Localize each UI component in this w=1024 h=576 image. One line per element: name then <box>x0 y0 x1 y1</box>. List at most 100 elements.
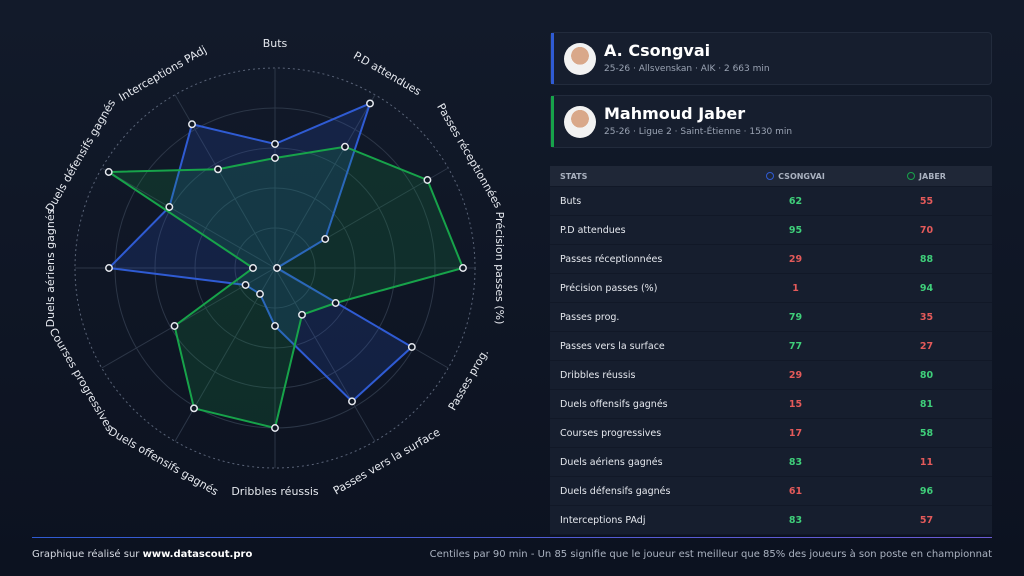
header-cell: JABER <box>919 171 946 181</box>
table-row: Passes vers la surface 77 27 <box>550 332 992 361</box>
stat-value: 94 <box>919 282 934 294</box>
stat-name: Précision passes (%) <box>560 282 658 294</box>
avatar <box>564 43 596 75</box>
stat-name: Interceptions PAdj <box>560 514 646 526</box>
header-cell-wrap: JABER <box>861 172 992 181</box>
radar-point <box>271 154 279 162</box>
credit-link: www.datascout.pro <box>142 549 253 560</box>
table-row: Courses progressives 17 58 <box>550 419 992 448</box>
stat-name: Passes réceptionnées <box>560 253 663 265</box>
radar-point <box>459 264 467 272</box>
stat-value: 1 <box>792 282 799 294</box>
radar-point <box>331 299 340 307</box>
stat-value: 17 <box>788 427 803 439</box>
stat-name: Duels offensifs gagnés <box>560 398 668 410</box>
axis-label: Duels offensifs gagnés <box>106 425 221 499</box>
stat-value: 79 <box>788 311 803 323</box>
stat-value: 29 <box>788 253 803 265</box>
stat-value: 77 <box>788 340 803 352</box>
player-name: Mahmoud Jaber <box>604 104 746 123</box>
stat-value: 15 <box>788 398 803 410</box>
radar-point <box>249 264 257 272</box>
stat-name: P.D attendues <box>560 224 626 236</box>
stat-value: 57 <box>919 514 934 526</box>
table-row: Duels aériens gagnés 83 11 <box>550 448 992 477</box>
radar-point <box>165 203 174 211</box>
radar-point <box>271 424 279 432</box>
radar-point <box>366 99 374 108</box>
stat-value: 70 <box>919 224 934 236</box>
player-color <box>551 96 554 147</box>
legend-dot <box>907 172 916 180</box>
stat-value: 62 <box>788 195 803 207</box>
player-card: Mahmoud Jaber 25-26 · Ligue 2 · Saint-Ét… <box>550 95 992 148</box>
credit: Graphique réalisé sur www.datascout.pro <box>32 549 252 560</box>
spoke <box>274 94 376 269</box>
axis-label: Courses progressives <box>47 326 117 434</box>
header-cell-wrap: CSONGVAI <box>730 172 861 181</box>
stat-value: 61 <box>788 485 803 497</box>
stat-name: Buts <box>560 195 582 207</box>
stat-value: 11 <box>919 456 934 468</box>
stat-value: 58 <box>919 427 934 439</box>
radar-point <box>271 322 279 330</box>
table-row: P.D attendues 95 70 <box>550 216 992 245</box>
radar-point <box>241 281 250 289</box>
stat-name: Duels aériens gagnés <box>560 456 663 468</box>
player-card: A. Csongvai 25-26 · Allsvenskan · AIK · … <box>550 32 992 85</box>
divider <box>32 537 992 538</box>
table-header: STATS CSONGVAI JABER <box>550 166 992 187</box>
header-cell: STATS <box>560 171 588 181</box>
radar-point <box>256 290 264 298</box>
axis-label: Duels aériens gagnés <box>44 208 57 327</box>
table-row: Interceptions PAdj 83 57 <box>550 506 992 535</box>
radar-point <box>170 322 179 330</box>
stat-name: Dribbles réussis <box>560 369 636 381</box>
axis-label: Passes réceptionnées <box>434 101 505 210</box>
axis-label: P.D attendues <box>351 49 424 98</box>
table-row: Buts 62 55 <box>550 187 992 216</box>
stat-value: 88 <box>919 253 934 265</box>
radar-point <box>423 176 432 184</box>
stat-name: Duels défensifs gagnés <box>560 485 671 497</box>
axis-label: Passes prog. <box>446 347 492 413</box>
radar-point <box>407 343 416 351</box>
stat-value: 96 <box>919 485 934 497</box>
player-details: 25-26 · Allsvenskan · AIK · 2 663 min <box>604 64 770 74</box>
radar-point <box>190 404 198 413</box>
radar-point <box>348 397 356 406</box>
radar-point <box>105 264 113 272</box>
axis-label: Passes vers la surface <box>331 425 443 497</box>
stat-name: Passes prog. <box>560 311 620 323</box>
avatar <box>564 106 596 138</box>
table-row: Duels offensifs gagnés 15 81 <box>550 390 992 419</box>
radar-area <box>105 145 465 430</box>
stat-value: 81 <box>919 398 934 410</box>
radar-point <box>104 168 113 176</box>
axis-label: Duels défensifs gagnés <box>43 97 118 215</box>
footnote: Centiles par 90 min - Un 85 signifie que… <box>429 549 992 560</box>
radar-point <box>273 264 281 272</box>
spoke <box>274 267 376 442</box>
stat-value: 95 <box>788 224 803 236</box>
axis-label: Dribbles réussis <box>231 485 319 498</box>
player-details: 25-26 · Ligue 2 · Saint-Étienne · 1530 m… <box>604 127 793 137</box>
table-row: Passes prog. 79 35 <box>550 303 992 332</box>
header-cell: CSONGVAI <box>778 171 825 181</box>
stat-value: 29 <box>788 369 803 381</box>
player-name: A. Csongvai <box>604 41 711 60</box>
axis-label: Précision passes (%) <box>493 212 506 325</box>
stat-value: 55 <box>919 195 934 207</box>
stat-value: 80 <box>919 369 934 381</box>
stat-value: 83 <box>788 456 803 468</box>
radar-point <box>271 140 279 148</box>
spoke <box>101 167 276 269</box>
stats-table: STATS CSONGVAI JABER Buts 62 55 P.D attendues 9… <box>550 166 992 535</box>
table-row: Précision passes (%) 1 94 <box>550 274 992 303</box>
stat-value: 27 <box>919 340 934 352</box>
player-color <box>551 33 554 84</box>
stat-value: 83 <box>788 514 803 526</box>
stat-value: 35 <box>919 311 934 323</box>
